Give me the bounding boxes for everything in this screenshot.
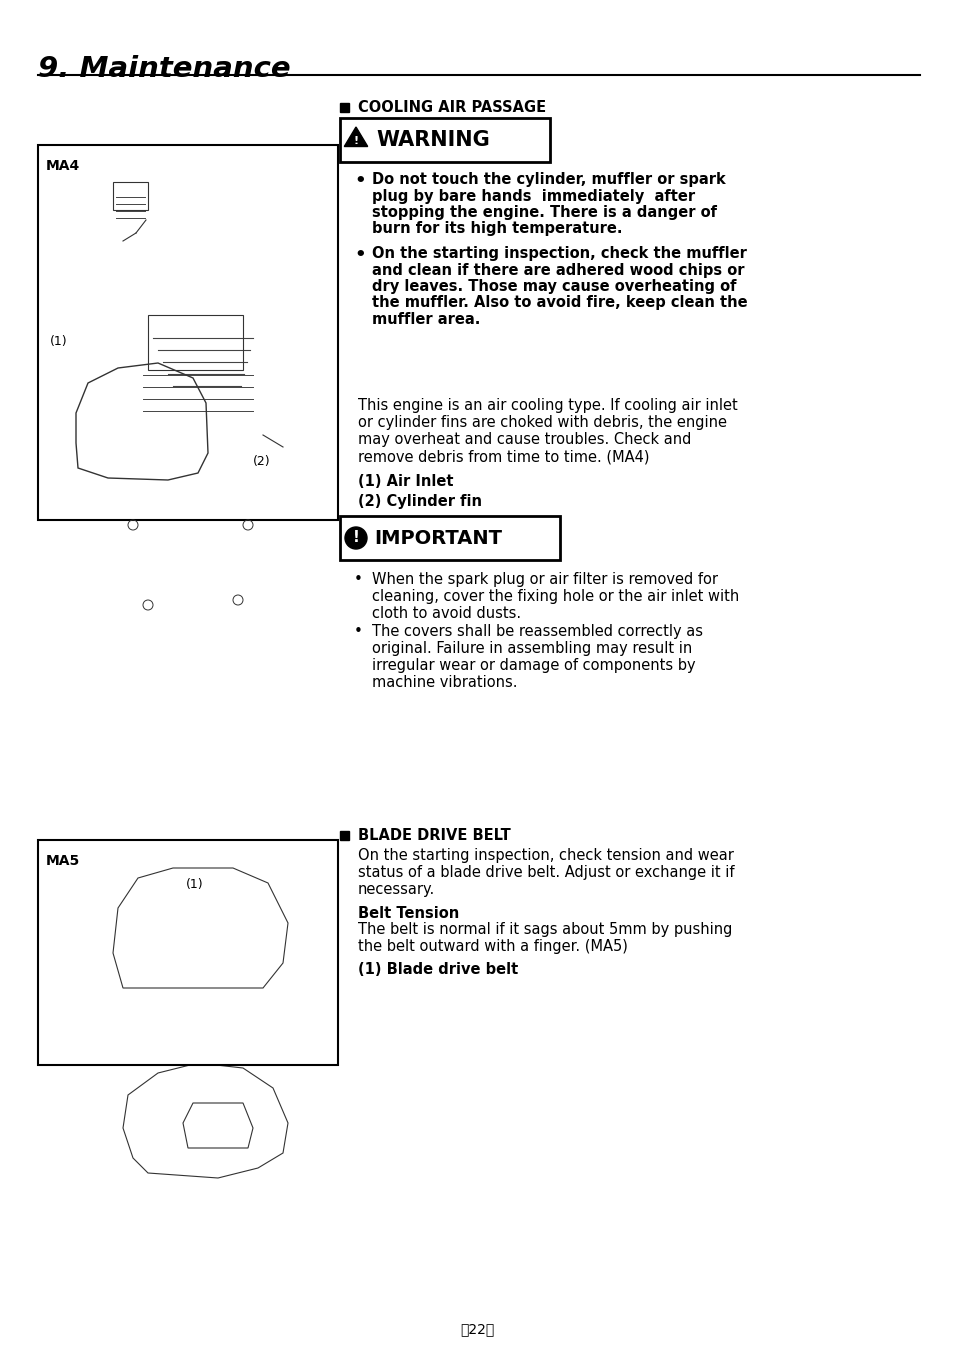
Text: (1): (1) — [186, 878, 203, 891]
Text: (2) Cylinder fin: (2) Cylinder fin — [357, 493, 481, 510]
Text: (1) Blade drive belt: (1) Blade drive belt — [357, 962, 517, 977]
Text: original. Failure in assembling may result in: original. Failure in assembling may resu… — [372, 642, 692, 656]
Text: !: ! — [353, 136, 358, 146]
Text: 、22】: 、22】 — [459, 1322, 494, 1336]
Text: On the starting inspection, check the muffler: On the starting inspection, check the mu… — [372, 245, 746, 262]
Text: When the spark plug or air filter is removed for: When the spark plug or air filter is rem… — [372, 572, 718, 586]
Text: •: • — [354, 572, 362, 586]
Text: burn for its high temperature.: burn for its high temperature. — [372, 221, 622, 236]
Bar — [38, 146, 337, 520]
Text: or cylinder fins are choked with debris, the engine: or cylinder fins are choked with debris,… — [357, 415, 726, 430]
Text: status of a blade drive belt. Adjust or exchange it if: status of a blade drive belt. Adjust or … — [357, 865, 734, 880]
Text: necessary.: necessary. — [357, 882, 435, 896]
Bar — [112, 182, 148, 210]
Text: may overheat and cause troubles. Check and: may overheat and cause troubles. Check a… — [357, 431, 691, 448]
Text: IMPORTANT: IMPORTANT — [374, 528, 501, 547]
Text: MA5: MA5 — [46, 855, 80, 868]
Bar — [339, 102, 349, 112]
Text: Do not touch the cylinder, muffler or spark: Do not touch the cylinder, muffler or sp… — [372, 173, 725, 187]
Text: !: ! — [353, 531, 359, 546]
Text: remove debris from time to time. (MA4): remove debris from time to time. (MA4) — [357, 449, 649, 464]
Text: The belt is normal if it sags about 5mm by pushing: The belt is normal if it sags about 5mm … — [357, 922, 732, 937]
Text: dry leaves. Those may cause overheating of: dry leaves. Those may cause overheating … — [372, 279, 736, 294]
Text: cleaning, cover the fixing hole or the air inlet with: cleaning, cover the fixing hole or the a… — [372, 589, 739, 604]
Text: The covers shall be reassembled correctly as: The covers shall be reassembled correctl… — [372, 624, 702, 639]
Text: This engine is an air cooling type. If cooling air inlet: This engine is an air cooling type. If c… — [357, 398, 737, 412]
Text: •: • — [354, 624, 362, 639]
Text: muffler area.: muffler area. — [372, 311, 480, 328]
Text: (1) Air Inlet: (1) Air Inlet — [357, 474, 453, 489]
Bar — [339, 830, 349, 840]
Text: •: • — [354, 245, 365, 264]
Text: and clean if there are adhered wood chips or: and clean if there are adhered wood chip… — [372, 263, 743, 278]
Text: BLADE DRIVE BELT: BLADE DRIVE BELT — [357, 828, 510, 842]
Text: plug by bare hands  immediately  after: plug by bare hands immediately after — [372, 189, 695, 204]
Text: cloth to avoid dusts.: cloth to avoid dusts. — [372, 607, 520, 621]
Text: COOLING AIR PASSAGE: COOLING AIR PASSAGE — [357, 100, 545, 115]
Text: 9. Maintenance: 9. Maintenance — [38, 55, 291, 84]
Text: MA4: MA4 — [46, 159, 80, 173]
Text: WARNING: WARNING — [375, 129, 489, 150]
Text: •: • — [354, 173, 365, 190]
Text: stopping the engine. There is a danger of: stopping the engine. There is a danger o… — [372, 205, 717, 220]
Text: On the starting inspection, check tension and wear: On the starting inspection, check tensio… — [357, 848, 733, 863]
Text: (1): (1) — [50, 336, 68, 348]
Text: the belt outward with a finger. (MA5): the belt outward with a finger. (MA5) — [357, 940, 627, 954]
Circle shape — [345, 527, 367, 549]
Bar — [339, 119, 550, 162]
Text: machine vibrations.: machine vibrations. — [372, 675, 517, 690]
Text: Belt Tension: Belt Tension — [357, 906, 458, 921]
Bar — [339, 516, 559, 559]
Text: (2): (2) — [253, 456, 271, 468]
Bar — [38, 840, 337, 1065]
Text: the muffler. Also to avoid fire, keep clean the: the muffler. Also to avoid fire, keep cl… — [372, 295, 747, 310]
Polygon shape — [344, 127, 367, 147]
Text: irregular wear or damage of components by: irregular wear or damage of components b… — [372, 658, 695, 673]
Bar — [148, 315, 243, 369]
